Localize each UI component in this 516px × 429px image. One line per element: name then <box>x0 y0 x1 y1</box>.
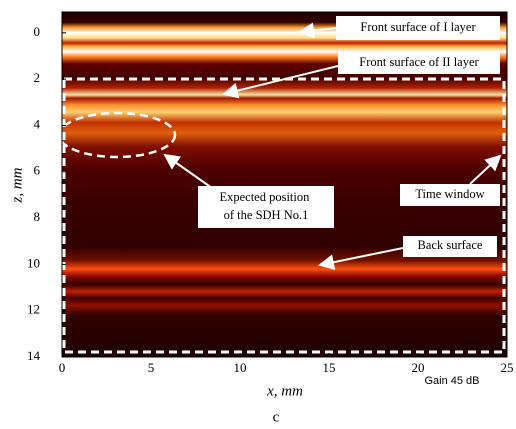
time-window-box <box>62 77 506 354</box>
x-tick-label: 10 <box>234 360 247 375</box>
x-tick-label: 5 <box>148 360 155 375</box>
annotation-box <box>336 16 500 40</box>
x-tick-label: 25 <box>501 360 514 375</box>
annotation-box <box>403 236 497 257</box>
annotation-box <box>400 184 500 206</box>
annotation: Front surface of II layer <box>359 55 479 69</box>
y-tick-label: 14 <box>27 348 41 363</box>
plot-frame <box>61 11 508 358</box>
y-tick-label: 10 <box>27 255 40 270</box>
arrows <box>163 22 502 271</box>
y-tick-label: 2 <box>34 70 41 85</box>
annotation: Time window <box>415 187 484 201</box>
annotation: Expected position of the SDH No.1 <box>219 190 312 222</box>
annotation: Back surface <box>418 238 483 252</box>
y-tick-label: 12 <box>27 302 40 317</box>
x-tick-label: 15 <box>323 360 336 375</box>
y-tick-label: 8 <box>34 209 41 224</box>
caption: c <box>273 409 280 425</box>
annotation-box <box>338 52 500 74</box>
x-tick-label: 0 <box>59 360 66 375</box>
annotation: Front surface of I layer <box>360 20 476 34</box>
x-tick-label: 20 <box>412 360 425 375</box>
gain-note: Gain 45 dB <box>424 375 479 387</box>
y-tick-label: 0 <box>34 24 41 39</box>
sdh-ellipse <box>57 111 177 159</box>
x-axis-label: x, mm <box>266 383 303 399</box>
annotation-box <box>198 186 334 228</box>
y-axis-label: z, mm <box>9 167 25 203</box>
y-tick-label: 4 <box>34 116 41 131</box>
y-tick-label: 6 <box>34 163 41 178</box>
